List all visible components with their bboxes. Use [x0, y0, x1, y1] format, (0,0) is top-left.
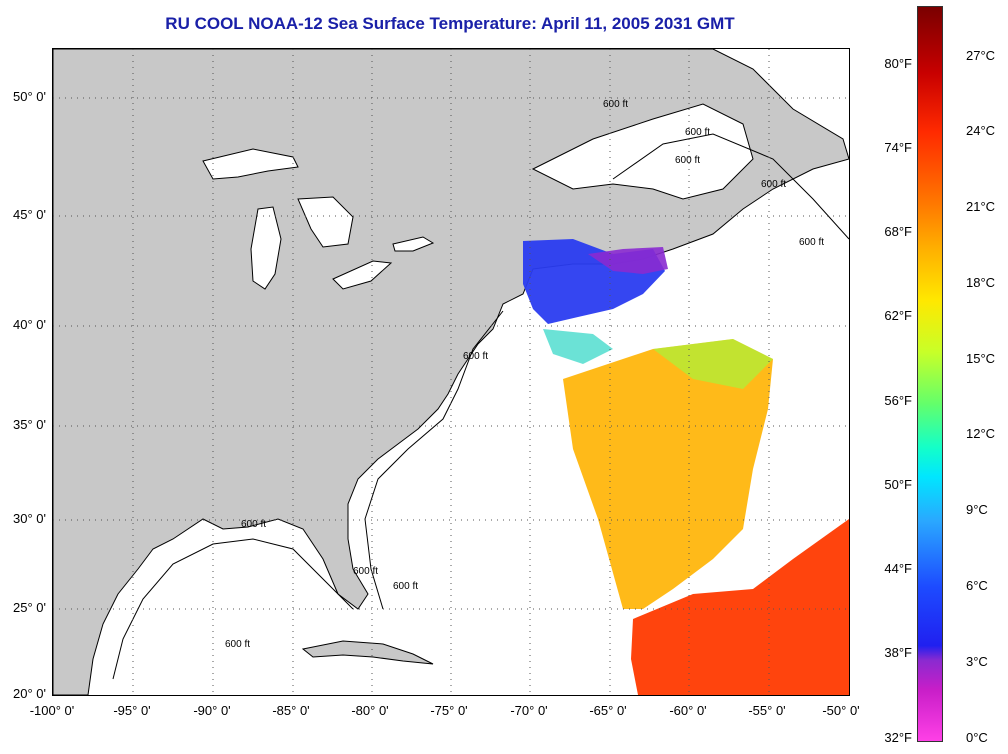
- graticule: [53, 49, 849, 695]
- colorbar-f-label: 80°F: [884, 56, 912, 71]
- sst-swath-green: [653, 339, 773, 389]
- colorbar-f-label: 68°F: [884, 224, 912, 239]
- contour-label: 600 ft: [241, 519, 266, 530]
- contour-label: 600 ft: [463, 351, 488, 362]
- lon-label-55: -55° 0': [748, 703, 786, 718]
- contour-label: 600 ft: [685, 127, 710, 138]
- contour-600ft-gulf: [112, 538, 354, 680]
- colorbar-c-label: 3°C: [966, 654, 988, 669]
- lat-label-50: 50° 0': [13, 89, 46, 104]
- lon-label-80: -80° 0': [351, 703, 389, 718]
- lat-label-20: 20° 0': [13, 686, 46, 701]
- sst-map-canvas: 600 ft 600 ft 600 ft 600 ft 600 ft 600 f…: [53, 49, 849, 695]
- lake-superior: [202, 148, 299, 180]
- lake-michigan: [250, 206, 282, 290]
- lake-huron: [297, 196, 354, 248]
- contour-label: 600 ft: [353, 566, 378, 577]
- contour-label: 600 ft: [225, 639, 250, 650]
- lat-label-45: 45° 0': [13, 207, 46, 222]
- contour-label: 600 ft: [761, 179, 786, 190]
- sst-swath-warm: [563, 339, 773, 609]
- colorbar-f-label: 32°F: [884, 730, 912, 745]
- contour-label: 600 ft: [603, 99, 628, 110]
- sst-swath-cool: [543, 329, 613, 364]
- lon-label-65: -65° 0': [589, 703, 627, 718]
- gulf-st-lawrence: [531, 103, 754, 200]
- lon-label-90: -90° 0': [193, 703, 231, 718]
- lon-label-95: -95° 0': [113, 703, 151, 718]
- land-cuba: [301, 640, 434, 665]
- colorbar-c-label: 27°C: [966, 48, 996, 63]
- contour-600ft-north: [612, 133, 849, 240]
- sst-map: 600 ft 600 ft 600 ft 600 ft 600 ft 600 f…: [52, 48, 850, 696]
- temperature-colorbar: [917, 6, 943, 742]
- lake-erie: [332, 260, 393, 290]
- map-title: RU COOL NOAA-12 Sea Surface Temperature:…: [165, 14, 735, 33]
- land-north-america: [53, 49, 849, 695]
- colorbar-f-label: 62°F: [884, 308, 912, 323]
- colorbar-c-label: 18°C: [966, 275, 996, 290]
- colorbar-c-label: 0°C: [966, 730, 988, 745]
- lon-label-70: -70° 0': [510, 703, 548, 718]
- colorbar-c-label: 12°C: [966, 426, 996, 441]
- colorbar-c-label: 6°C: [966, 578, 988, 593]
- colorbar-f-label: 38°F: [884, 645, 912, 660]
- lake-ontario: [392, 236, 435, 252]
- colorbar-f-label: 44°F: [884, 561, 912, 576]
- contour-label: 600 ft: [675, 155, 700, 166]
- lon-label-100: -100° 0': [29, 703, 75, 718]
- sst-swath-hot: [631, 519, 849, 695]
- lat-label-30: 30° 0': [13, 511, 46, 526]
- colorbar-f-label: 74°F: [884, 140, 912, 155]
- colorbar-c-label: 9°C: [966, 502, 988, 517]
- colorbar-c-label: 21°C: [966, 199, 996, 214]
- lat-label-35: 35° 0': [13, 417, 46, 432]
- contour-600ft-atlantic: [364, 310, 504, 610]
- colorbar-c-label: 24°C: [966, 123, 996, 138]
- sst-swath-cold-purple: [588, 247, 668, 274]
- lon-label-75: -75° 0': [430, 703, 468, 718]
- contour-label: 600 ft: [799, 237, 824, 248]
- lon-label-85: -85° 0': [272, 703, 310, 718]
- colorbar-c-label: 15°C: [966, 351, 996, 366]
- lon-label-60: -60° 0': [669, 703, 707, 718]
- colorbar-f-label: 50°F: [884, 477, 912, 492]
- lat-label-40: 40° 0': [13, 317, 46, 332]
- colorbar-f-label: 56°F: [884, 393, 912, 408]
- contour-label: 600 ft: [393, 581, 418, 592]
- lat-label-25: 25° 0': [13, 600, 46, 615]
- lon-label-50: -50° 0': [822, 703, 860, 718]
